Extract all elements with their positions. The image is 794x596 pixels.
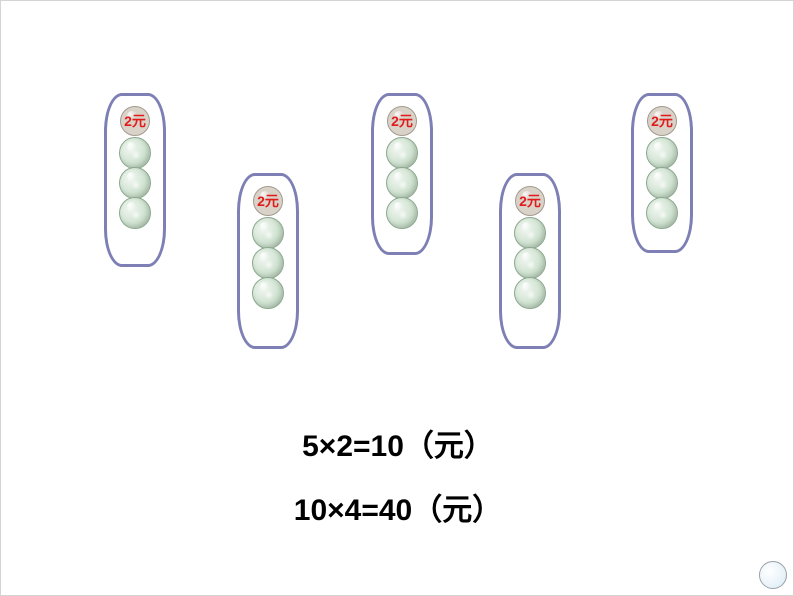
price-label-bead: 2元 — [253, 186, 283, 216]
price-label-text: 2元 — [257, 191, 279, 211]
bead-icon — [386, 197, 418, 229]
bead-icon — [646, 197, 678, 229]
capsule-inner: 2元 — [634, 106, 690, 229]
bead-icon — [386, 137, 418, 169]
bead-icon — [252, 247, 284, 279]
bead-capsule: 2元 — [104, 93, 166, 267]
bead-capsule: 2元 — [371, 93, 433, 255]
bead-icon — [119, 137, 151, 169]
price-label-bead: 2元 — [120, 106, 150, 136]
capsule-inner: 2元 — [240, 186, 296, 309]
bead-icon — [252, 277, 284, 309]
price-label-bead: 2元 — [647, 106, 677, 136]
price-label-text: 2元 — [651, 111, 673, 131]
price-label-text: 2元 — [519, 191, 541, 211]
bead-icon — [514, 217, 546, 249]
capsule-inner: 2元 — [374, 106, 430, 229]
price-label-text: 2元 — [391, 111, 413, 131]
bead-icon — [252, 217, 284, 249]
price-label-text: 2元 — [124, 111, 146, 131]
price-label-bead: 2元 — [387, 106, 417, 136]
bead-icon — [514, 247, 546, 279]
bead-capsule: 2元 — [631, 93, 693, 253]
capsule-inner: 2元 — [502, 186, 558, 309]
price-label-bead: 2元 — [515, 186, 545, 216]
capsule-inner: 2元 — [107, 106, 163, 229]
bead-capsule: 2元 — [237, 173, 299, 349]
corner-decorative-circle — [759, 561, 787, 589]
bead-icon — [646, 167, 678, 199]
equation-line-2: 10×4=40（元） — [1, 485, 794, 529]
bead-capsule: 2元 — [499, 173, 561, 349]
equation-line-1: 5×2=10（元） — [1, 421, 794, 465]
bead-icon — [514, 277, 546, 309]
bead-icon — [386, 167, 418, 199]
bead-icon — [646, 137, 678, 169]
bead-icon — [119, 197, 151, 229]
bead-icon — [119, 167, 151, 199]
